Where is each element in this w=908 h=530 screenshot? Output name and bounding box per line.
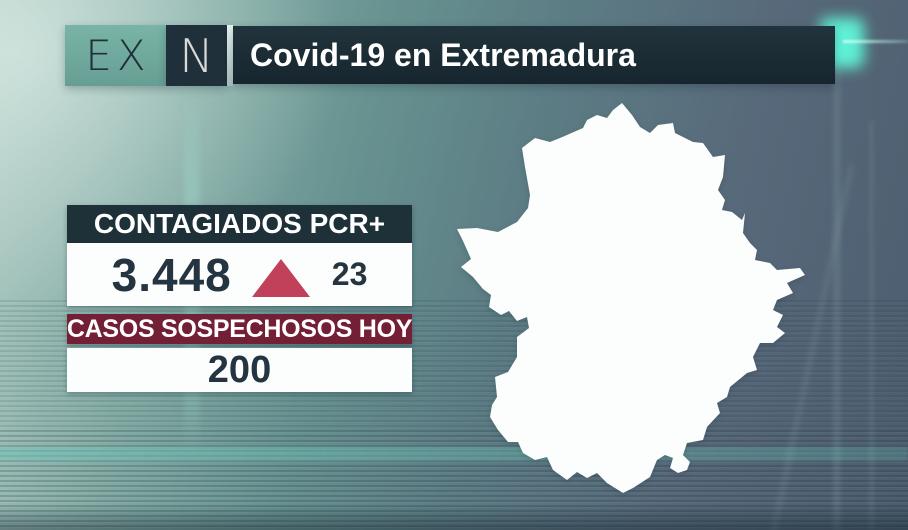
pcr-total-value: 3.448 (111, 248, 232, 301)
suspected-header-bar: CASOS SOSPECHOSOS HOY (67, 314, 412, 344)
suspected-header-label: CASOS SOSPECHOSOS HOY (66, 314, 413, 343)
logo-ex-text: EX (85, 31, 151, 80)
extremadura-map-svg (457, 103, 805, 493)
headline-title: Covid-19 en Extremadura (250, 36, 636, 73)
channel-logo-n: N (166, 25, 227, 86)
horizontal-flare-line (843, 40, 908, 43)
right-light-streak (833, 60, 841, 530)
extremadura-region-shape (457, 103, 805, 493)
logo-divider (227, 25, 233, 86)
logo-n-text: N (179, 28, 214, 83)
suspected-value: 200 (207, 348, 272, 391)
extremadura-map-silhouette (457, 101, 807, 494)
right-light-streak-2 (869, 120, 874, 530)
pcr-value-row: 3.448 23 (67, 243, 412, 306)
pcr-delta-value: 23 (331, 256, 368, 292)
pcr-header-label: CONTAGIADOS PCR+ (93, 208, 386, 239)
suspected-value-row: 200 (67, 348, 412, 392)
pcr-header-bar: CONTAGIADOS PCR+ (67, 205, 412, 243)
channel-logo-ex: EX (65, 25, 166, 86)
scanlines-texture-lower (0, 430, 908, 530)
headline-bar: Covid-19 en Extremadura (233, 26, 835, 84)
covid-stats-panel: CONTAGIADOS PCR+ 3.448 23 CASOS SOSPECHO… (67, 205, 412, 392)
trend-up-triangle-icon (251, 258, 310, 297)
bottom-vignette (0, 504, 908, 530)
